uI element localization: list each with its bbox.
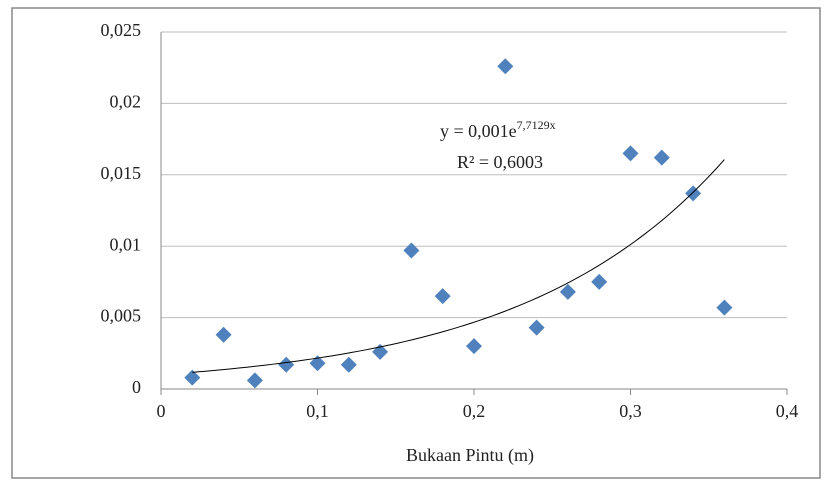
point xyxy=(246,372,263,389)
point xyxy=(716,299,733,316)
point xyxy=(434,288,451,305)
y-tick-label: 0,005 xyxy=(101,306,142,326)
point xyxy=(559,283,576,300)
point xyxy=(403,242,420,259)
trendline xyxy=(192,159,725,373)
y-tick-label: 0 xyxy=(132,377,141,397)
point xyxy=(309,355,326,372)
point xyxy=(622,145,639,162)
trend-r-squared: R² = 0,6003 xyxy=(457,152,543,172)
point xyxy=(653,149,670,166)
y-tick-label: 0,02 xyxy=(110,92,142,112)
trend-equation-exponent: 7,7129x xyxy=(517,118,556,132)
x-tick-label: 0,1 xyxy=(306,401,329,421)
trend-equation: y = 0,001e7,7129x xyxy=(440,118,556,141)
point xyxy=(685,185,702,202)
y-tick-label: 0,025 xyxy=(101,20,142,40)
point xyxy=(215,326,232,343)
point xyxy=(497,58,514,75)
point xyxy=(591,273,608,290)
point xyxy=(340,356,357,373)
point xyxy=(528,319,545,336)
x-tick-label: 0,4 xyxy=(776,401,799,421)
x-axis-label: Bukaan Pintu (m) xyxy=(406,445,534,466)
x-tick-label: 0,2 xyxy=(463,401,486,421)
y-tick-label: 0,01 xyxy=(110,234,142,254)
point xyxy=(466,338,482,355)
point xyxy=(278,356,295,373)
y-tick-label: 0,015 xyxy=(101,163,142,183)
chart-frame xyxy=(11,7,821,479)
point xyxy=(184,369,201,386)
x-tick-label: 0 xyxy=(157,401,166,421)
x-tick-label: 0,3 xyxy=(619,401,642,421)
trend-equation-base: y = 0,001e xyxy=(440,121,517,141)
